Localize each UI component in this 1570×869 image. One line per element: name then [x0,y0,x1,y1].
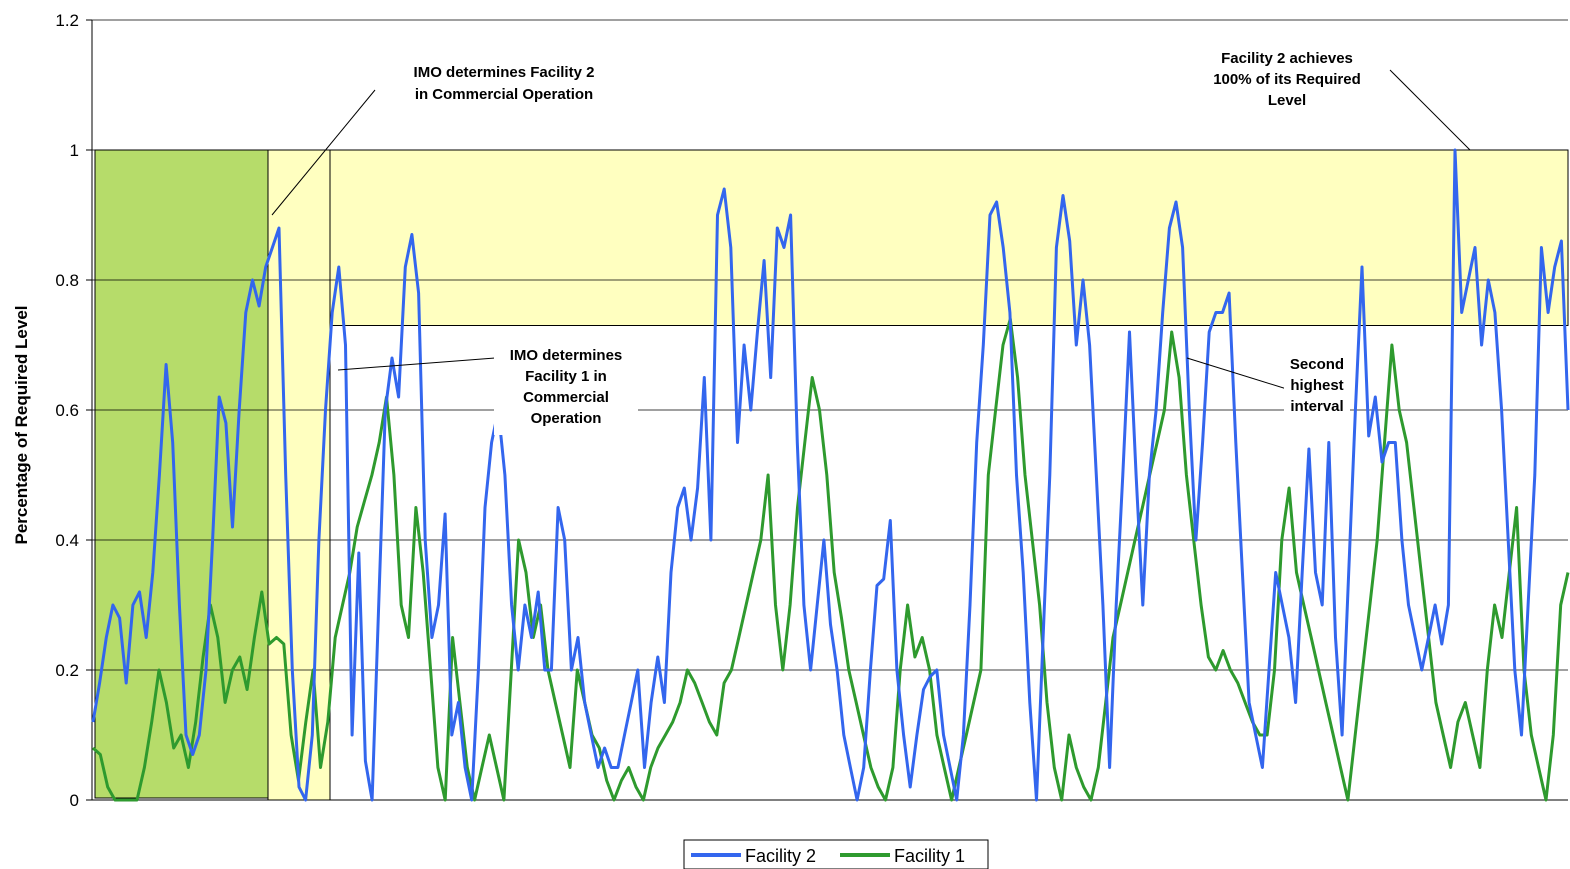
annotation-text-line: IMO determines [510,347,623,364]
legend-label-facility-1: Facility 1 [894,846,965,866]
annotation-leader [1389,69,1471,151]
legend-label-facility-2: Facility 2 [745,846,816,866]
y-tick-label: 0 [70,791,79,810]
annot-facility2-achieves: Facility 2 achieves 100% of its Required L… [1213,50,1361,109]
annotation-text-line: Commercial [523,389,609,406]
y-ticks: 0 0.2 0.4 0.6 0.8 1 1.2 [55,11,92,810]
second-highest-band [329,149,1569,326]
annotation-background [494,343,638,435]
series-line-facility-1 [92,317,1570,802]
annotation-leader [337,357,496,371]
annotation-text-line: Facility 1 in [525,368,607,385]
series-lines [91,148,1570,802]
annotation-text-line: 100% of its Required [1213,71,1361,88]
y-tick-label: 0.8 [55,271,79,290]
annotation-leaders [271,69,1471,391]
annotations: IMO determines Facility 2 in Commercial O… [414,50,1361,435]
annotation-text-line: in Commercial Operation [415,86,593,103]
annotation-text-line: Operation [531,410,602,427]
legend: Facility 2 Facility 1 [683,839,989,869]
series-line-facility-2 [91,148,1570,802]
initial-green-region [94,149,269,799]
annot-facility2-commercial: IMO determines Facility 2 in Commercial O… [414,64,595,103]
annot-second-highest: Second highest interval [1284,352,1350,424]
y-tick-label: 0.6 [55,401,79,420]
annotation-text-line: interval [1290,398,1343,415]
annotation-text-line: Facility 2 achieves [1221,50,1353,67]
annotation-text-line: IMO determines Facility 2 [414,64,595,81]
y-tick-label: 1.2 [55,11,79,30]
y-tick-label: 0.2 [55,661,79,680]
annotation-leader [271,89,376,216]
annotation-leader [1186,357,1291,391]
y-axis-title: Percentage of Required Level [12,305,31,544]
annotation-text-line: Level [1268,92,1306,109]
y-tick-label: 0.4 [55,531,79,550]
annotation-background [1284,352,1350,424]
y-tick-label: 1 [70,141,79,160]
annot-facility1-commercial: IMO determines Facility 1 in Commercial Ope… [494,343,638,435]
annotation-text-line: highest [1290,377,1343,394]
annotation-text-line: Second [1290,356,1344,373]
